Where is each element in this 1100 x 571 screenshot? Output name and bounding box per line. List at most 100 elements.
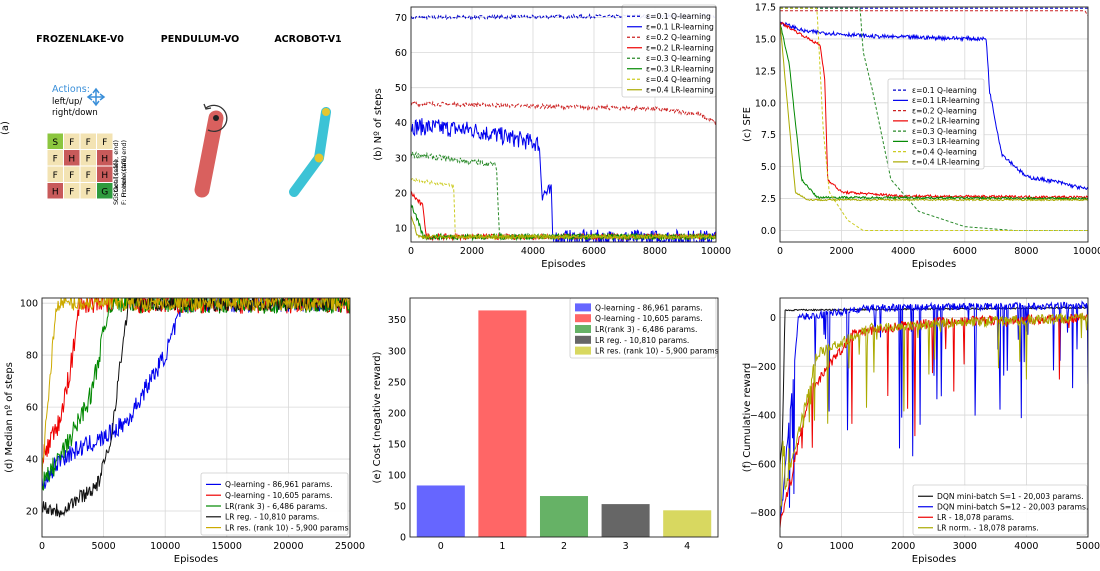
x-tick-label: 4000 — [1014, 541, 1038, 552]
x-tick-label: 8000 — [643, 246, 667, 257]
series-line-4 — [411, 151, 716, 242]
x-tick-label: 0 — [777, 246, 783, 257]
legend-swatch — [575, 346, 591, 355]
y-axis-label: (d) Median nº of steps — [4, 362, 15, 473]
y-tick-label: 5.0 — [761, 162, 776, 173]
x-tick-label: 10000 — [150, 541, 180, 552]
y-tick-label: 0 — [400, 533, 406, 544]
bar-4 — [663, 510, 712, 537]
y-tick-label: 50 — [394, 501, 406, 512]
y-tick-label: 100 — [388, 470, 406, 481]
bar-2 — [539, 496, 589, 537]
series-line-3 — [411, 190, 716, 242]
actions-title: Actions: — [52, 84, 90, 95]
series-line-6 — [780, 7, 1088, 231]
grid-cell-label: F — [53, 171, 58, 181]
actions-line-2: right/down — [52, 108, 98, 118]
y-axis-label: (b) Nº of steps — [373, 88, 384, 160]
bar-0 — [416, 485, 465, 537]
x-tick-label: 8000 — [1014, 246, 1038, 257]
legend-label: ε=0.3 LR-learning — [912, 137, 980, 146]
legend-label: ε=0.2 LR-learning — [912, 117, 980, 126]
legend-label: LR res. (rank 10) - 5,900 params — [595, 347, 719, 356]
y-tick-label: 40 — [26, 455, 38, 466]
series-line-6 — [411, 176, 716, 241]
legend-swatch — [575, 335, 591, 344]
frozenlake-grid: S F F FF H F HF F F HH F F G — [46, 132, 114, 200]
y-tick-label: 2.5 — [761, 194, 776, 205]
grid-cell-label: H — [101, 154, 108, 164]
series-group — [780, 7, 1088, 231]
x-tick-label: 10000 — [1073, 246, 1100, 257]
legend-box — [887, 78, 985, 170]
grid-cell-label: H — [52, 187, 59, 197]
y-axis-label: (c) SFE — [742, 107, 753, 142]
y-tick-label: −600 — [750, 459, 776, 470]
grid-cell-label: F — [69, 187, 74, 197]
series-line-3 — [780, 312, 1088, 513]
x-tick-label: 5000 — [1076, 541, 1100, 552]
x-tick-label: 2000 — [830, 246, 854, 257]
series-line-0 — [42, 298, 350, 489]
grid-legend-goal: G: Goal (safe, end) — [112, 140, 120, 201]
chart-c: 0 2000 4000 6000 8000 10000 0.0 2.5 5.0 7.5 10.0 12… — [742, 3, 1100, 271]
y-tick-label: 350 — [388, 315, 406, 326]
y-tick-label: 40 — [395, 118, 407, 129]
x-tick-label: 2 — [561, 541, 567, 552]
y-axis-label: (e) Cost (negative reward) — [372, 351, 383, 483]
env-title-acrobot: ACROBOT-V1 — [274, 34, 341, 45]
grid-cell-label: H — [101, 171, 108, 181]
grid-cell-label: S — [52, 138, 58, 148]
grid-cell-label: F — [86, 154, 91, 164]
pendulum-illustration — [194, 103, 228, 198]
legend-label: Q-learning - 10,605 params. — [595, 314, 702, 323]
x-axis-label: Episodes — [174, 554, 218, 565]
x-tick-label: 4 — [684, 541, 690, 552]
grid-cell-label: F — [69, 138, 74, 148]
y-tick-label: 80 — [26, 351, 38, 362]
legend-label: ε=0.1 Q-learning — [912, 86, 977, 95]
env-title-frozenlake: FROZENLAKE-V0 — [36, 34, 124, 45]
x-tick-label: 4000 — [891, 246, 915, 257]
y-tick-label: 7.5 — [761, 130, 776, 141]
grid-cell-label: F — [86, 187, 91, 197]
plot-frame — [410, 6, 717, 243]
legend-label: LR reg. - 10,810 params. — [225, 513, 319, 522]
x-tick-label: 1000 — [830, 541, 854, 552]
x-tick-label: 25000 — [335, 541, 365, 552]
arrows-icon — [86, 87, 106, 107]
legend-label: ε=0.2 Q-learning — [646, 33, 711, 42]
legend-swatch — [575, 303, 591, 312]
legend-label: LR norm. - 18,078 params. — [937, 524, 1039, 533]
y-tick-label: 20 — [26, 507, 38, 518]
chart-e: 0 50 100 150 200 250 300 350 0 1 2 3 4 Q-learning - 8… — [372, 297, 719, 552]
legend-label: ε=0.1 LR-learning — [646, 23, 714, 32]
x-tick-label: 3000 — [953, 541, 977, 552]
grid-legend-hole: H: Hole (fail, end) — [120, 140, 128, 197]
legend-label: DQN mini-batch S=1 - 20,003 params. — [937, 492, 1084, 501]
chart-b: 0 2000 4000 6000 8000 10000 10 20 30 40 50 60 70 ε=0.… — [373, 4, 731, 270]
series-line-2 — [411, 100, 716, 126]
grid-cell-label: G — [101, 187, 108, 197]
plot-frame — [41, 297, 351, 538]
x-tick-label: 0 — [39, 541, 45, 552]
y-tick-label: 60 — [395, 48, 407, 59]
series-line-1 — [42, 298, 350, 466]
plot-frame — [779, 297, 1089, 538]
x-tick-label: 4000 — [521, 246, 545, 257]
legend-label: LR res. (rank 10) - 5,900 params — [225, 523, 349, 532]
legend-label: Q-learning - 10,605 params. — [225, 491, 332, 500]
y-tick-label: 60 — [26, 403, 38, 414]
grid-cell-label: F — [69, 171, 74, 181]
x-tick-label: 20000 — [273, 541, 303, 552]
grid-legend-start: S: Start (safe) — [112, 160, 120, 205]
y-tick-label: 30 — [395, 153, 407, 164]
legend-label: LR(rank 3) - 6,486 params. — [595, 325, 697, 334]
legend-label: Q-learning - 86,961 params. — [595, 303, 702, 312]
series-line-1 — [780, 300, 1088, 523]
series-line-5 — [780, 23, 1088, 201]
x-tick-label: 0 — [438, 541, 444, 552]
legend-label: ε=0.3 Q-learning — [912, 127, 977, 136]
